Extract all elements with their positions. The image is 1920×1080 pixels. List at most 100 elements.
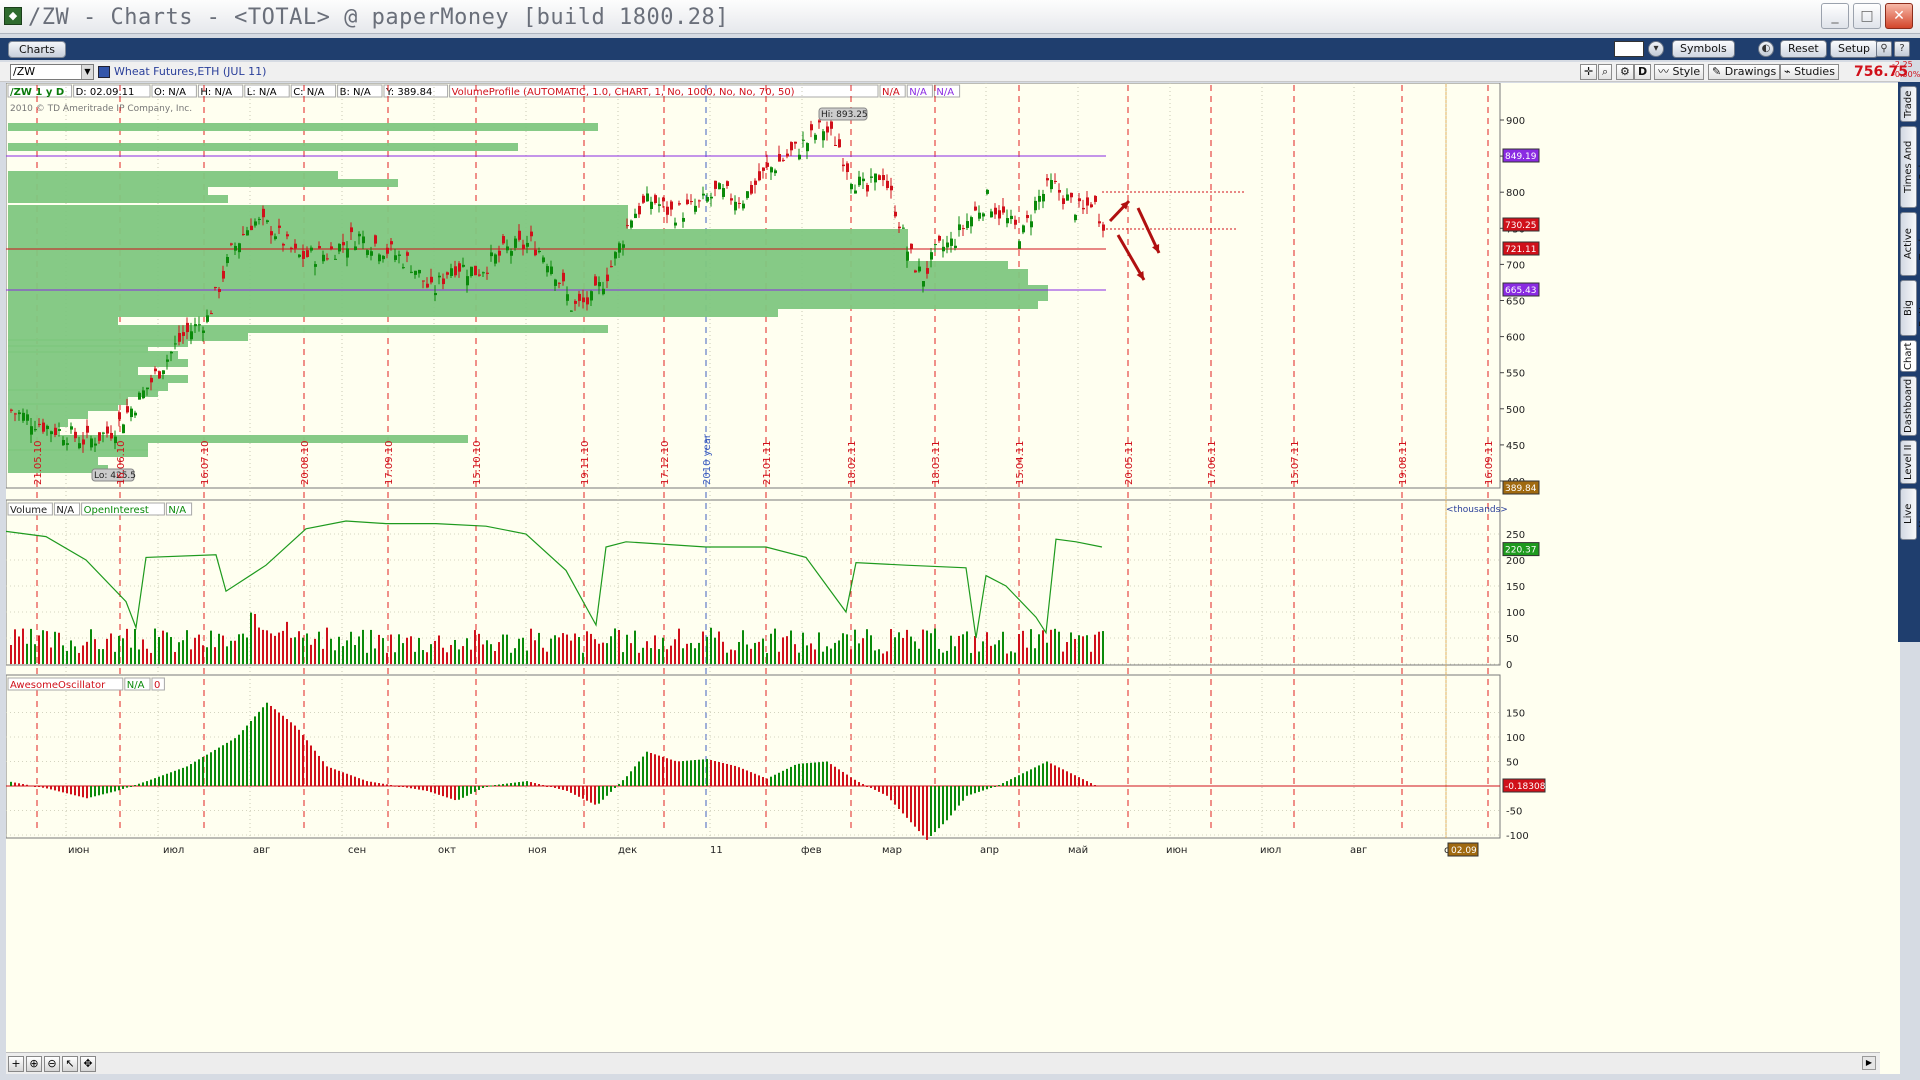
volume-bar [518,638,520,664]
candle-body [398,254,401,256]
candle-body [486,272,489,274]
sidebar-tab-trade[interactable]: Trade [1900,86,1917,122]
candle-body [738,202,741,204]
drawings-button[interactable]: ✎ Drawings [1708,64,1781,80]
toggle-icon[interactable]: ◐ [1758,41,1774,57]
volume-bar [1014,652,1016,664]
settings-icon[interactable]: ⚙ [1616,64,1634,80]
tab-charts[interactable]: Charts [8,41,66,58]
candle-body [654,195,657,204]
ao-bar [906,786,908,818]
sidebar-tab-times-and-sales[interactable]: Times And Sales [1900,126,1920,208]
ao-bar [150,779,152,786]
studies-button[interactable]: ⌁ Studies [1780,64,1839,80]
pointer-icon[interactable]: ↖ [62,1056,78,1072]
ao-bar [1094,785,1096,787]
candle-body [542,257,545,263]
candle-body [1046,178,1049,181]
ao-bar [138,783,140,786]
ao-bar [286,719,288,786]
sidebar-tab-active-trader[interactable]: Active Trader [1900,212,1920,276]
ao-bar [538,784,540,786]
volume-profile-bar [8,253,908,261]
ao-bar [302,735,304,786]
symbol-input[interactable]: /ZW ▼ [10,64,94,80]
month-label: мар [882,845,902,856]
aggregation-button[interactable]: D [1634,64,1652,80]
ao-bar [910,786,912,823]
ao-bar [290,722,292,786]
volume-bar [986,632,988,664]
ao-bar [994,786,996,787]
ao-bar [358,778,360,786]
volume-bar [698,642,700,664]
volume-bar [194,637,196,664]
volume-bar [886,651,888,664]
ao-bar [626,776,628,786]
candle-body [154,368,157,372]
ao-bar [222,745,224,786]
scroll-right-icon[interactable]: ▶ [1862,1056,1876,1070]
volume-bar [378,634,380,664]
volume-bar [90,629,92,664]
zoom-out-icon[interactable]: ⊖ [44,1056,60,1072]
minimize-button[interactable]: _ [1821,3,1849,29]
sidebar-tab-level-ii[interactable]: Level II [1900,440,1917,484]
volume-bar [426,652,428,664]
maximize-button[interactable]: □ [1853,3,1881,29]
volume-bar [418,637,420,664]
volume-bar [354,645,356,664]
plus-icon[interactable]: + [8,1056,24,1072]
style-button[interactable]: 〰 Style [1654,64,1705,80]
chart-area[interactable]: /ZW 1 y D D: 02.09.11 O: N/A H: N/A L: N/A C:… [5,82,1900,1074]
month-label: ноя [528,845,547,856]
volume-bar [406,637,408,664]
link-input[interactable] [1614,41,1644,57]
candle-body [70,426,73,430]
chevron-down-icon[interactable]: ▼ [81,65,93,79]
zoom-in-icon[interactable]: ⊕ [26,1056,42,1072]
ao-bar [742,768,744,786]
reset-button[interactable]: Reset [1780,40,1827,58]
price-tag-label: 730.25 [1505,221,1537,231]
candle-body [650,201,653,210]
ao-bar [350,775,352,786]
candle-body [790,142,793,151]
volume-bar [818,632,820,664]
pan-icon[interactable]: ✥ [80,1056,96,1072]
price-axis-label: 650 [1506,297,1525,308]
setup-button[interactable]: Setup [1830,40,1879,58]
ao-bar [610,786,612,792]
volume-bar [686,643,688,664]
candle-body [550,266,553,274]
price-chart[interactable]: /ZW 1 y D D: 02.09.11 O: N/A H: N/A L: N/A C:… [5,82,1900,1074]
header-field-box [73,84,151,98]
ao-bar [866,786,868,787]
ao-bar [1050,763,1052,786]
dropdown-icon[interactable]: ▾ [1648,41,1664,57]
candle-body [1054,180,1057,182]
candle-body [1014,219,1017,225]
candle-body [478,274,481,276]
pin-icon[interactable]: ⚲ [1876,41,1892,57]
ao-bar [1090,783,1092,786]
ao-bar [830,764,832,786]
sidebar-tab-chart[interactable]: Chart [1900,340,1917,372]
candle-body [286,234,289,237]
close-button[interactable]: ✕ [1885,3,1913,29]
ao-bar [206,754,208,786]
ao-bar [938,786,940,829]
symbols-button[interactable]: Symbols [1672,40,1735,58]
help-icon[interactable]: ? [1894,41,1910,57]
zoom-icon[interactable]: ⌕ [1598,64,1613,80]
sidebar-tab-dashboard[interactable]: Dashboard [1900,376,1917,436]
crosshair-icon[interactable]: ✛ [1580,64,1598,80]
sidebar-tab-big-buttons[interactable]: Big Buttons [1900,280,1920,336]
candle-body [614,252,617,259]
candle-body [1038,195,1041,202]
volume-bar [26,643,28,664]
volume-bar [786,636,788,664]
volume-bar [562,633,564,664]
sidebar-tab-live-news[interactable]: Live News [1900,488,1920,540]
volume-bar [130,647,132,664]
